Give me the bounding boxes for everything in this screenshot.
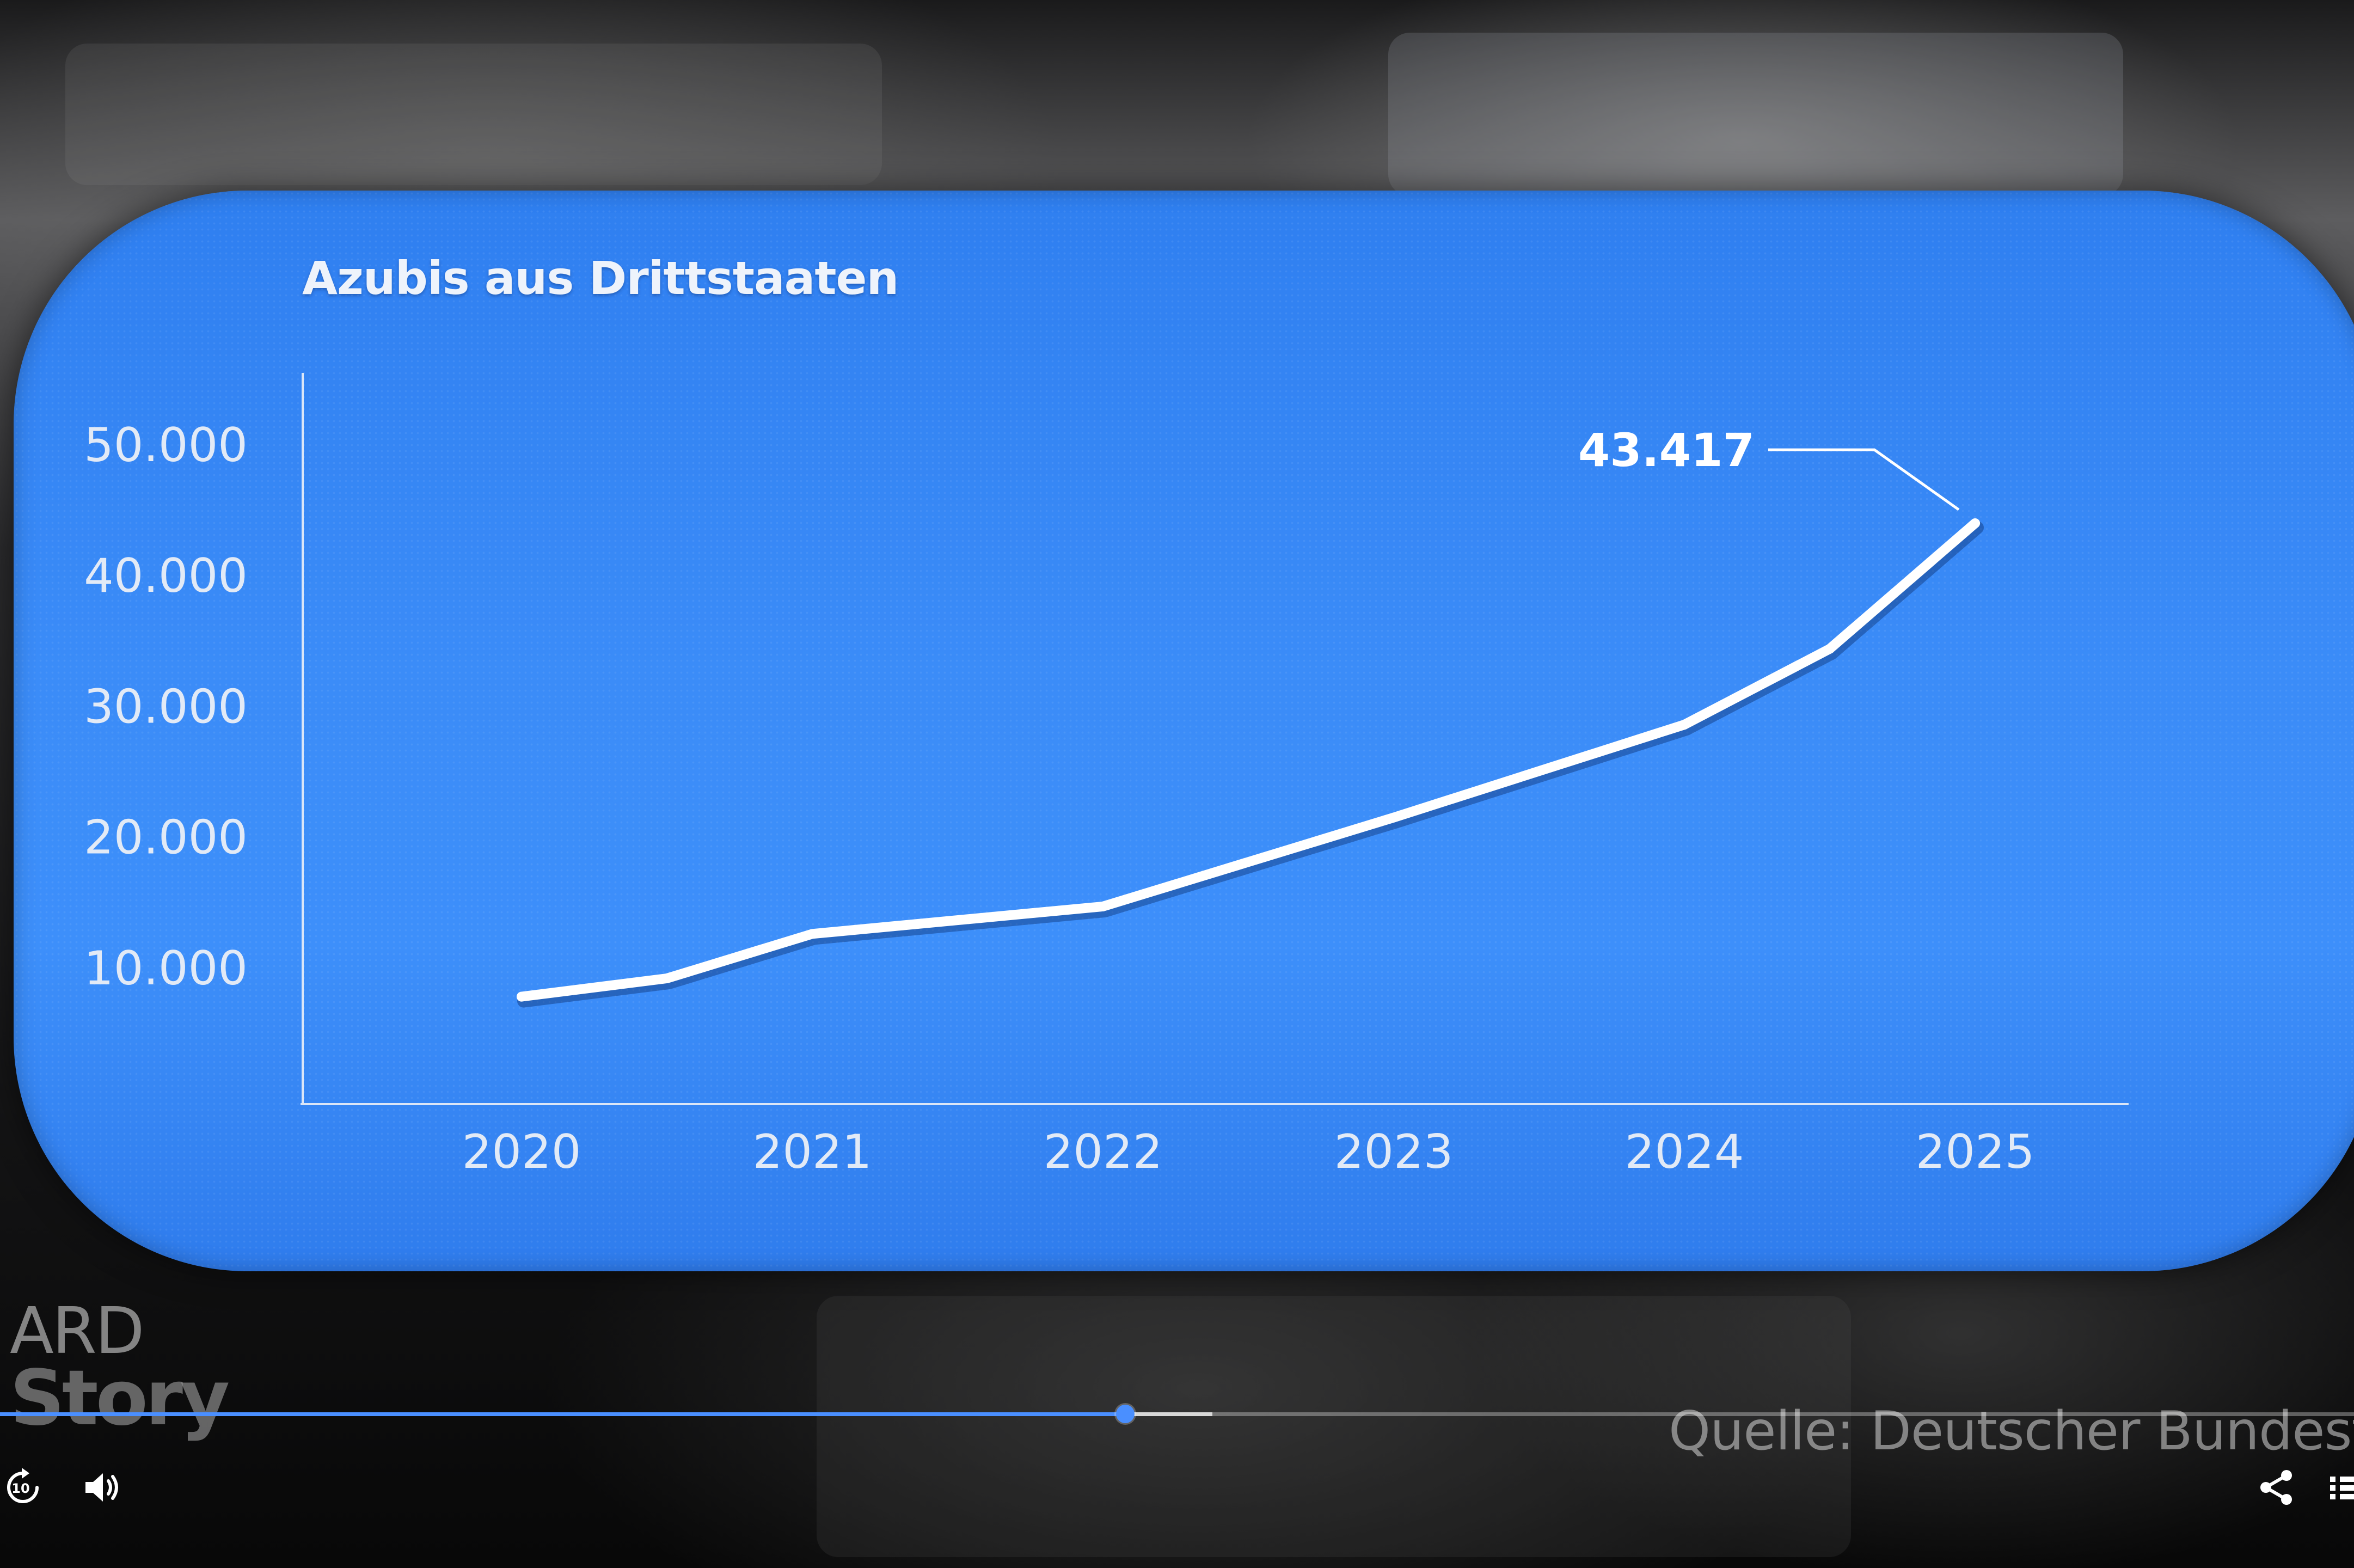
source-caption: Quelle: Deutscher Bundest xyxy=(1669,1400,2354,1462)
x-tick-label: 2020 xyxy=(462,1125,581,1179)
background-shape xyxy=(1388,33,2123,196)
y-tick-label: 20.000 xyxy=(84,811,248,865)
y-tick-label: 50.000 xyxy=(84,418,248,473)
channel-logo: ARD Story xyxy=(10,1293,230,1443)
annotation-leader-line xyxy=(1768,448,1960,511)
chart-title: Azubis aus Drittstaaten xyxy=(302,252,899,305)
chart-panel xyxy=(14,191,2354,1271)
y-tick-label: 30.000 xyxy=(84,679,248,734)
playlist-icon xyxy=(2330,1477,2354,1499)
x-tick-label: 2024 xyxy=(1625,1125,1744,1179)
logo-text-ard: ARD xyxy=(10,1293,145,1368)
x-tick-label: 2025 xyxy=(1916,1125,2035,1179)
x-tick-label: 2022 xyxy=(1044,1125,1163,1179)
y-tick-label: 40.000 xyxy=(84,549,248,603)
x-tick-label: 2023 xyxy=(1334,1125,1454,1179)
y-tick-label: 10.000 xyxy=(84,941,248,996)
data-point xyxy=(1825,644,1835,654)
x-tick-label: 2021 xyxy=(753,1125,872,1179)
replay-10-label: 10 xyxy=(11,1481,29,1496)
annotation-label: 43.417 xyxy=(1578,424,1755,477)
data-point xyxy=(807,929,817,939)
background-shape xyxy=(817,1296,1851,1557)
data-point xyxy=(1970,518,1980,529)
series-line xyxy=(517,518,1980,1002)
progress-played xyxy=(0,1412,1125,1416)
progress-bar[interactable] xyxy=(0,1405,2354,1423)
volume-button[interactable] xyxy=(79,1465,125,1510)
replay-10-icon: 10 xyxy=(7,1468,39,1503)
data-point xyxy=(1679,720,1689,730)
share-button[interactable] xyxy=(2254,1465,2300,1510)
logo-text-story: Story xyxy=(10,1354,230,1443)
data-point xyxy=(1389,812,1399,823)
share-icon xyxy=(2260,1470,2292,1505)
data-point xyxy=(517,991,526,1002)
volume-icon xyxy=(85,1473,118,1502)
replay-10-button[interactable]: 10 xyxy=(0,1465,46,1510)
background-shape xyxy=(65,44,882,185)
progress-handle[interactable] xyxy=(1115,1405,1135,1423)
series-line-shadow xyxy=(517,521,1984,1008)
data-point xyxy=(662,973,672,984)
playlist-button[interactable] xyxy=(2325,1465,2354,1510)
data-point xyxy=(1098,901,1108,911)
